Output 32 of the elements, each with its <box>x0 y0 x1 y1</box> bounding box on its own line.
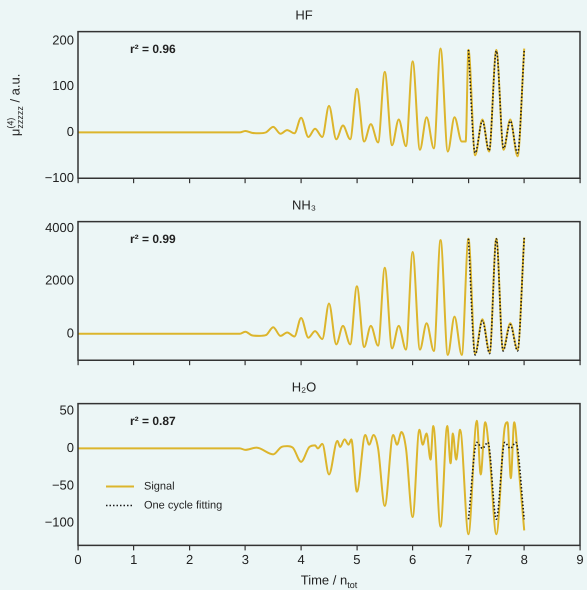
y-tick-label: 0 <box>66 440 74 455</box>
y-tick-label: −100 <box>44 514 74 530</box>
y-tick-label: 2000 <box>45 272 74 288</box>
annotation: r² = 0.99 <box>130 232 176 246</box>
line-series <box>468 236 526 356</box>
y-tick-label: 0 <box>66 325 74 340</box>
line-series <box>468 49 526 154</box>
y-tick-label: 4000 <box>45 220 74 235</box>
x-tick-label: 7 <box>464 552 472 567</box>
chart-title: H₂O <box>292 379 316 394</box>
y-tick-label: 0 <box>66 124 74 139</box>
x-tick-label: 4 <box>297 552 305 567</box>
x-tick-label: 5 <box>353 552 361 567</box>
legend-label: One cycle fitting <box>144 500 222 512</box>
annotation: r² = 0.87 <box>130 414 176 428</box>
line-series <box>78 236 526 356</box>
chart-title: HF <box>295 7 313 22</box>
y-tick-label: −50 <box>52 477 74 492</box>
x-tick-label: 2 <box>186 552 194 567</box>
x-tick-label: 6 <box>409 552 416 567</box>
x-tick-label: 9 <box>576 552 584 567</box>
x-tick-label: 8 <box>520 552 528 567</box>
y-tick-label: 200 <box>52 32 74 48</box>
y-tick-label: 100 <box>52 78 74 94</box>
x-tick-label: 1 <box>130 552 138 567</box>
y-axis-title: μ(4)zzzzz / a.u. <box>5 74 26 136</box>
y-tick-label: 50 <box>60 402 74 418</box>
y-tick-label: −100 <box>44 170 74 185</box>
legend-label: Signal <box>144 480 175 493</box>
x-tick-label: 3 <box>242 552 249 567</box>
annotation: r² = 0.96 <box>130 42 176 56</box>
chart-title: NH₃ <box>292 197 316 212</box>
